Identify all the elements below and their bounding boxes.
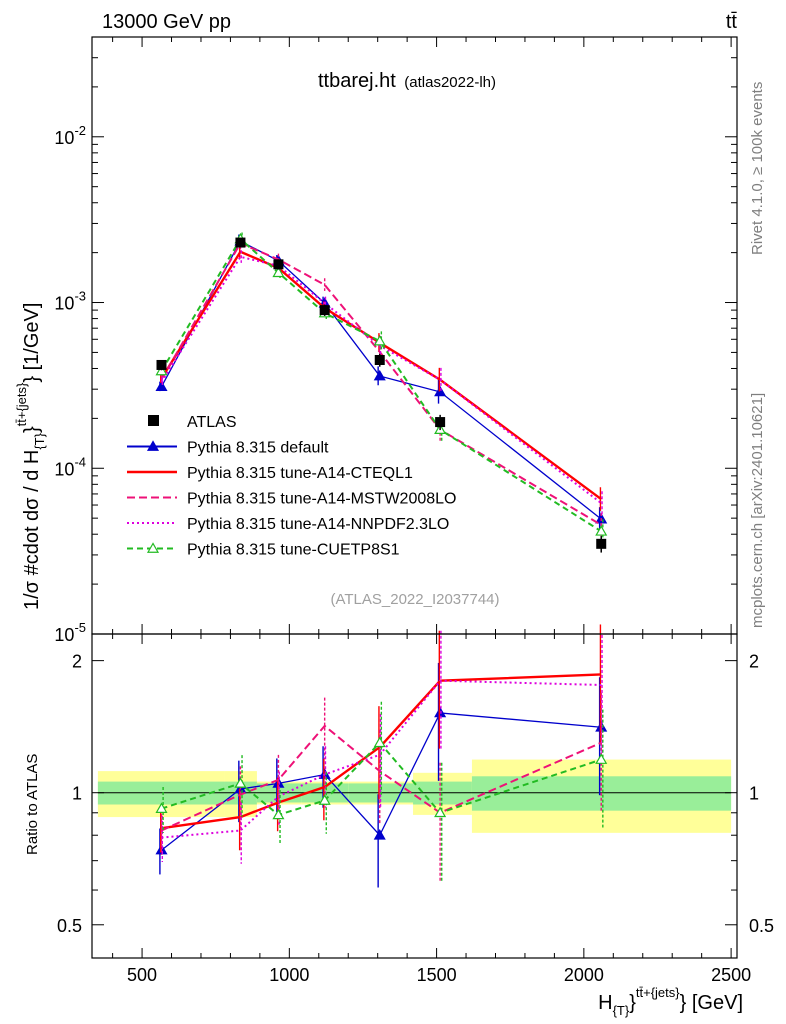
ratio-marker xyxy=(595,721,608,732)
x-axis-label-text: H xyxy=(598,992,612,1014)
series-marker xyxy=(595,525,608,536)
legend-label-3: Pythia 8.315 tune-A14-NNPDF2.3LO xyxy=(187,516,449,533)
x-axis-label-brace: } xyxy=(629,992,636,1014)
main-y-tick-label: 10-5 xyxy=(54,620,86,645)
x-axis-label: H{T}}tt̄+{jets}} [GeV] xyxy=(598,985,743,1018)
series-marker xyxy=(373,334,386,346)
plot-title-sub: (atlas2022-lh) xyxy=(404,74,496,91)
series-marker xyxy=(155,364,168,376)
x-axis-label-sup: tt̄+{jets} xyxy=(636,985,680,1000)
legend-label-0: Pythia 8.315 default xyxy=(187,440,329,457)
ratio-y-tick-label: 1 xyxy=(72,784,82,804)
plot-title: ttbarej.ht (atlas2022-lh) xyxy=(318,70,496,92)
series-marker xyxy=(272,266,285,278)
main-y-tick-label-exp: -4 xyxy=(74,454,86,469)
series-marker xyxy=(155,380,168,391)
series-marker xyxy=(434,385,447,397)
legend: ATLAS Pythia 8.315 default Pythia 8.315 tu… xyxy=(127,414,456,559)
series-line-4 xyxy=(160,237,602,533)
x-tick-label: 1500 xyxy=(417,965,457,985)
data-point xyxy=(156,359,167,370)
x-axis-label-unit: } [GeV] xyxy=(680,992,743,1014)
x-axis-label-sub: {T} xyxy=(613,1003,630,1018)
data-point xyxy=(319,305,330,316)
legend-marker-data xyxy=(148,415,159,426)
main-y-tick-label: 10-4 xyxy=(54,454,86,479)
main-y-tick-label-exp: -3 xyxy=(74,289,86,304)
ratio-y-tick-label-right: 1 xyxy=(749,784,759,804)
ratio-panel-marks xyxy=(155,624,608,888)
series-line-3 xyxy=(160,255,602,504)
series-line-2 xyxy=(160,242,602,526)
main-y-axis-label-unit: } [1/GeV] xyxy=(21,303,43,383)
ratio-y-tick-label-right: 2 xyxy=(749,652,759,672)
x-tick-label: 2500 xyxy=(711,965,751,985)
main-y-tick-label-exp: -5 xyxy=(74,620,86,635)
ratio-marker xyxy=(272,808,285,820)
legend-label-1: Pythia 8.315 tune-A14-CTEQL1 xyxy=(187,465,413,482)
ratio-marker xyxy=(434,706,447,718)
ratio-y-tick-label: 2 xyxy=(72,652,82,672)
x-tick-label: 2000 xyxy=(564,965,604,985)
ratio-y-tick-label-right: 0.5 xyxy=(749,916,774,936)
analysis-watermark: (ATLAS_2022_I2037744) xyxy=(330,591,499,608)
main-panel-marks xyxy=(155,232,608,553)
main-y-axis-label: 1/σ #cdot dσ / d H{T}}tt̄+{jets}} [1/GeV… xyxy=(14,303,47,610)
main-y-axis-label-sub: {T} xyxy=(32,432,47,449)
main-y-tick-label-exp: -2 xyxy=(74,123,86,138)
data-point xyxy=(374,354,385,365)
main-y-tick-label-base: 10 xyxy=(54,625,74,645)
main-y-tick-label-base: 10 xyxy=(54,294,74,314)
main-y-tick-label: 10-2 xyxy=(54,123,86,148)
legend-marker xyxy=(146,440,160,451)
ratio-marker xyxy=(373,829,386,840)
x-tick-label: 1000 xyxy=(269,965,309,985)
ratio-marker xyxy=(155,802,168,813)
main-y-axis-label-text: 1/σ #cdot dσ / d H xyxy=(21,450,43,610)
main-y-axis-label-brace: } xyxy=(21,426,43,433)
header-energy-label: 13000 GeV pp xyxy=(102,11,231,33)
ratio-marker xyxy=(595,753,608,764)
series-marker xyxy=(373,369,386,381)
data-point xyxy=(235,237,246,248)
ratio-marker xyxy=(234,777,247,788)
main-y-axis-label-sup: tt̄+{jets} xyxy=(14,382,29,426)
ratio-y-tick-label: 0.5 xyxy=(57,916,82,936)
ratio-y-axis-label: Ratio to ATLAS xyxy=(24,754,41,855)
ratio-marker xyxy=(373,736,386,748)
ratio-marker xyxy=(318,794,331,805)
legend-label-data: ATLAS xyxy=(187,414,237,431)
ratio-marker xyxy=(434,806,447,818)
legend-label-2: Pythia 8.315 tune-A14-MSTW2008LO xyxy=(187,491,456,508)
x-tick-label: 500 xyxy=(127,965,157,985)
mcplots-label: mcplots.cern.ch [arXiv:2401.10621] xyxy=(749,393,766,628)
legend-label-4: Pythia 8.315 tune-CUETP8S1 xyxy=(187,542,400,559)
data-point xyxy=(596,538,607,549)
main-y-tick-label: 10-3 xyxy=(54,289,86,314)
plot-title-main: ttbarej.ht xyxy=(318,70,396,92)
header-process-label: tt̄ xyxy=(726,11,738,33)
ratio-frame xyxy=(91,633,738,959)
ratio-line-3 xyxy=(161,679,602,839)
data-point xyxy=(273,259,284,270)
legend-marker xyxy=(146,542,160,553)
main-y-tick-label-base: 10 xyxy=(54,459,74,479)
rivet-version-label: Rivet 4.1.0, ≥ 100k events xyxy=(749,82,766,255)
main-y-tick-label-base: 10 xyxy=(54,128,74,148)
data-point xyxy=(435,417,446,428)
